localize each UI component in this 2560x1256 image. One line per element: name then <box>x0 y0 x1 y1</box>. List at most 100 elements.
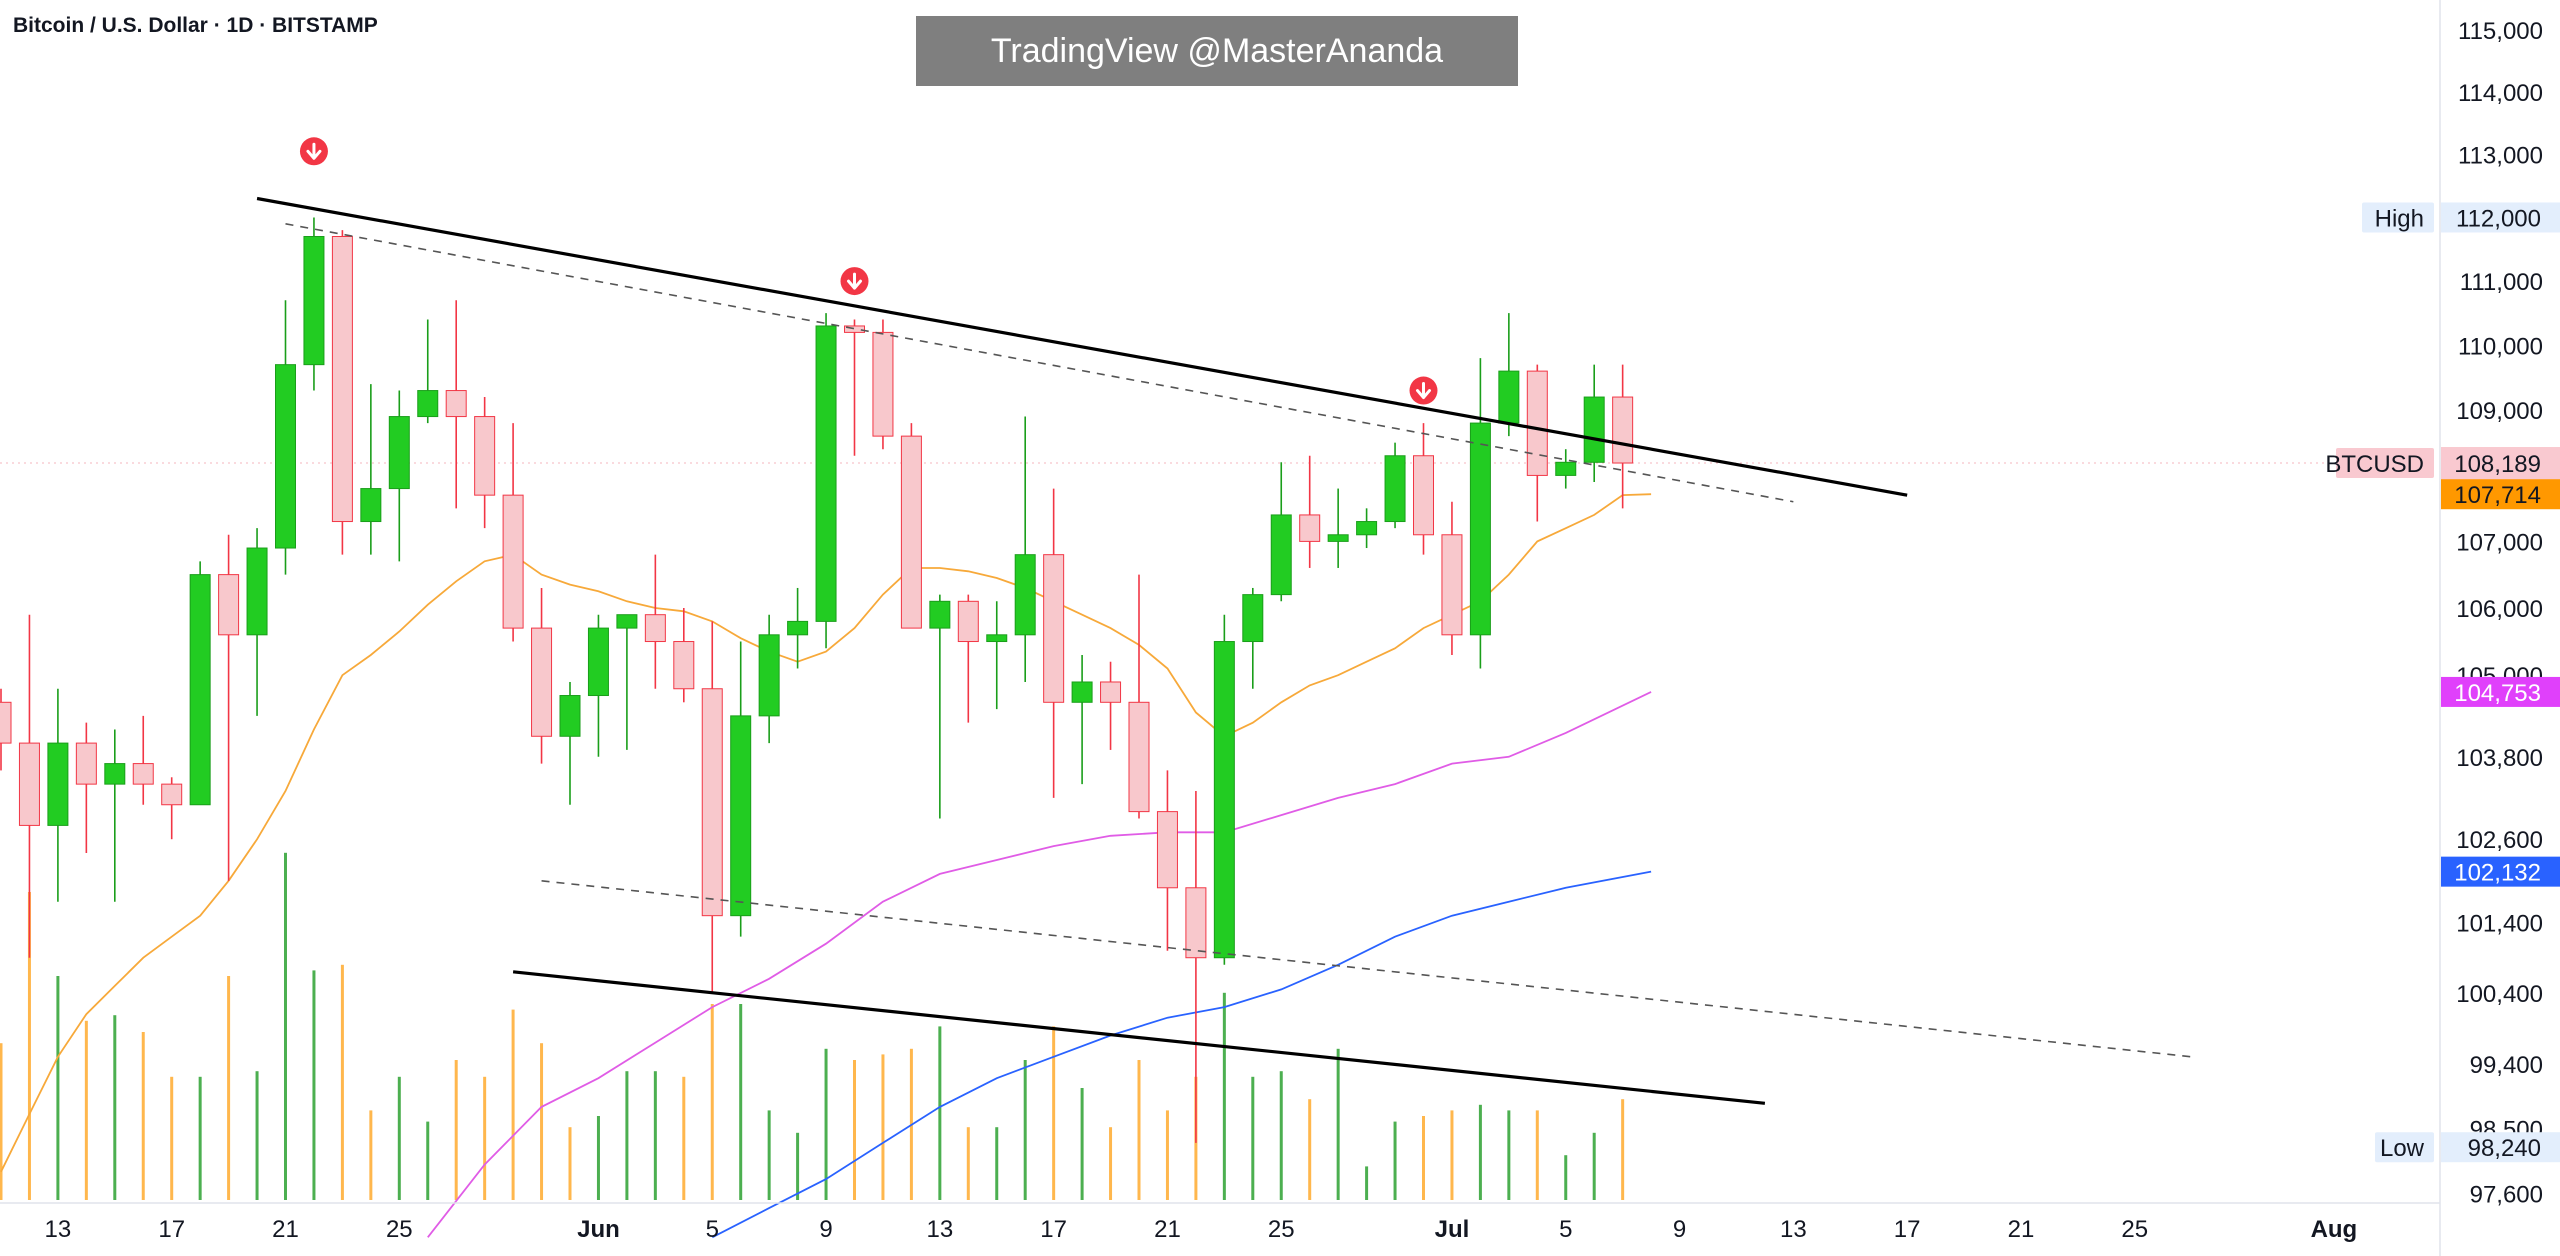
candle-body <box>502 494 524 629</box>
candle-body <box>1128 701 1150 813</box>
volume-bar <box>938 1026 942 1200</box>
time-axis: 13 17 21 25 Jun 5 9 13 17 21 25 Jul 5 9 13 17 21 25 Aug <box>0 1202 2440 1243</box>
time-tick-label: 25 <box>386 1216 413 1243</box>
candle <box>587 614 609 757</box>
price-label-value: 104,753 <box>2454 680 2541 707</box>
volume-bar <box>1023 1060 1027 1200</box>
volume-bar <box>1336 1048 1340 1200</box>
price-label-bg <box>2441 202 2560 233</box>
volume-bar <box>84 1020 88 1200</box>
trendline <box>256 196 1908 497</box>
candle <box>1128 574 1150 819</box>
candle-body <box>644 614 666 643</box>
candle <box>929 594 951 819</box>
candle <box>1469 358 1491 669</box>
volume-bar <box>1478 1104 1482 1200</box>
price-label-value: 102,132 <box>2454 860 2541 887</box>
volume-bar <box>0 1043 3 1200</box>
candle <box>275 300 296 575</box>
price-label-bg <box>2441 856 2560 887</box>
candle-body <box>1356 521 1378 536</box>
moving-average-line <box>427 691 1652 1238</box>
volume-bar <box>653 1071 657 1200</box>
volume-bar <box>1422 1116 1425 1200</box>
candle-body <box>758 634 780 717</box>
candle <box>1185 790 1207 1143</box>
trendline-layer <box>256 196 2192 1105</box>
candle <box>787 587 809 669</box>
price-tag-label: Low <box>2380 1135 2425 1162</box>
volume-bar <box>27 892 31 1200</box>
candle <box>701 621 723 993</box>
candle-body <box>275 364 296 549</box>
price-tick-label: 111,000 <box>2460 269 2543 296</box>
time-tick-label: 17 <box>158 1216 185 1243</box>
moving-average-line <box>711 870 1652 1239</box>
time-tick-label: Jun <box>577 1216 620 1243</box>
price-label: 107,714 <box>2441 479 2560 510</box>
price-label-bg <box>2441 1132 2560 1163</box>
price-label-layer: 112,000High108,18939:56BTCUSD107,714104,… <box>2325 202 2560 1163</box>
volume-bar <box>312 970 316 1200</box>
volume-bar <box>767 1110 771 1200</box>
volume-bar <box>1535 1110 1539 1200</box>
time-tick-label: 13 <box>1780 1216 1807 1243</box>
candle-body <box>104 763 126 785</box>
time-tick-label: 13 <box>926 1216 953 1243</box>
price-label: 104,753 <box>2441 676 2560 707</box>
candle-body <box>957 600 979 643</box>
candle <box>1270 462 1292 602</box>
candle <box>1583 364 1605 482</box>
volume-bar <box>369 1110 373 1200</box>
candle-body <box>1612 396 1634 464</box>
price-tick-label: 106,000 <box>2456 596 2543 623</box>
volume-bar <box>1592 1132 1596 1200</box>
volume-bar <box>568 1127 572 1200</box>
volume-bar <box>1251 1076 1255 1200</box>
price-label: 102,132 <box>2441 856 2560 887</box>
volume-bar <box>995 1127 999 1200</box>
price-tick-label: 99,400 <box>2470 1052 2543 1079</box>
candle <box>1384 442 1406 529</box>
candle-body <box>1043 554 1065 703</box>
sell-arrow-icon <box>1409 376 1438 405</box>
time-tick-label: 21 <box>272 1216 299 1243</box>
candle-body <box>331 236 353 523</box>
candle <box>1356 508 1378 549</box>
volume-bar <box>454 1060 458 1200</box>
candle <box>1156 770 1178 951</box>
candle-body <box>787 620 809 636</box>
candle <box>388 390 410 562</box>
candle <box>1612 364 1634 509</box>
watermark: TradingView @MasterAnanda <box>916 16 1518 86</box>
volume-bar <box>824 1048 828 1200</box>
price-tick-label: 102,600 <box>2456 827 2543 854</box>
candle <box>559 681 581 805</box>
price-label-bg <box>2441 676 2560 707</box>
candle <box>1213 614 1235 965</box>
candle-body <box>132 763 154 785</box>
volume-bar <box>426 1121 430 1200</box>
candle <box>502 423 524 642</box>
price-label-value: 108,189 <box>2454 451 2541 478</box>
price-label: 98,240 Low <box>2375 1132 2560 1163</box>
candle-body <box>75 742 97 785</box>
price-tick-label: 113,000 <box>2458 142 2543 169</box>
candle <box>1441 501 1463 655</box>
candle-body <box>1441 534 1463 636</box>
candle-body <box>730 715 752 917</box>
candle <box>1014 416 1036 682</box>
candle <box>1498 313 1520 437</box>
time-tick-label: 25 <box>1268 1216 1295 1243</box>
candle-body <box>246 547 268 636</box>
price-tag-bg <box>2375 1132 2434 1163</box>
candle-body <box>360 488 382 523</box>
volume-bar <box>511 1009 515 1200</box>
volume-bar <box>1080 1088 1084 1200</box>
candle-body <box>0 701 12 744</box>
candle-body <box>1242 594 1264 643</box>
candle-body <box>1299 514 1321 542</box>
volume-bar <box>596 1116 600 1200</box>
volume-bar <box>255 1071 259 1200</box>
